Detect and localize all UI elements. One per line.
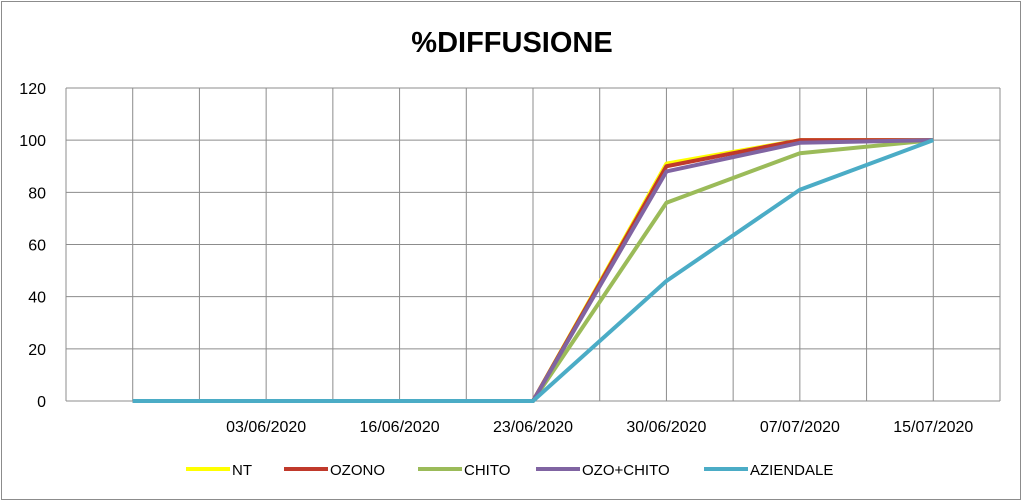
x-tick-label: 03/06/2020 bbox=[226, 419, 306, 436]
grid bbox=[65, 87, 1001, 402]
legend-label: AZIENDALE bbox=[750, 462, 833, 479]
legend-label: OZO+CHITO bbox=[582, 462, 670, 479]
x-axis-ticks: 03/06/2020 16/06/2020 23/06/2020 30/06/2020… bbox=[226, 419, 973, 436]
y-tick-label: 80 bbox=[28, 185, 46, 202]
legend-label: OZONO bbox=[330, 462, 385, 479]
y-axis-ticks: 0 20 40 60 80 100 120 bbox=[19, 81, 46, 411]
y-tick-label: 20 bbox=[28, 342, 46, 359]
y-tick-label: 120 bbox=[19, 81, 46, 98]
x-tick-label: 23/06/2020 bbox=[493, 419, 573, 436]
y-tick-label: 40 bbox=[28, 290, 46, 307]
legend: NT OZONO CHITO OZO+CHITO AZIENDALE bbox=[186, 462, 833, 479]
series-line-aziendale bbox=[132, 138, 934, 403]
x-tick-label: 30/06/2020 bbox=[626, 419, 706, 436]
x-tick-label: 07/07/2020 bbox=[760, 419, 840, 436]
y-tick-label: 0 bbox=[37, 394, 46, 411]
series-lines bbox=[132, 138, 934, 403]
legend-label: NT bbox=[232, 462, 252, 479]
y-tick-label: 60 bbox=[28, 238, 46, 255]
y-tick-label: 100 bbox=[19, 133, 46, 150]
chart-title: %DIFFUSIONE bbox=[411, 27, 612, 59]
legend-label: CHITO bbox=[464, 462, 510, 479]
x-tick-label: 16/06/2020 bbox=[360, 419, 440, 436]
x-tick-label: 15/07/2020 bbox=[893, 419, 973, 436]
